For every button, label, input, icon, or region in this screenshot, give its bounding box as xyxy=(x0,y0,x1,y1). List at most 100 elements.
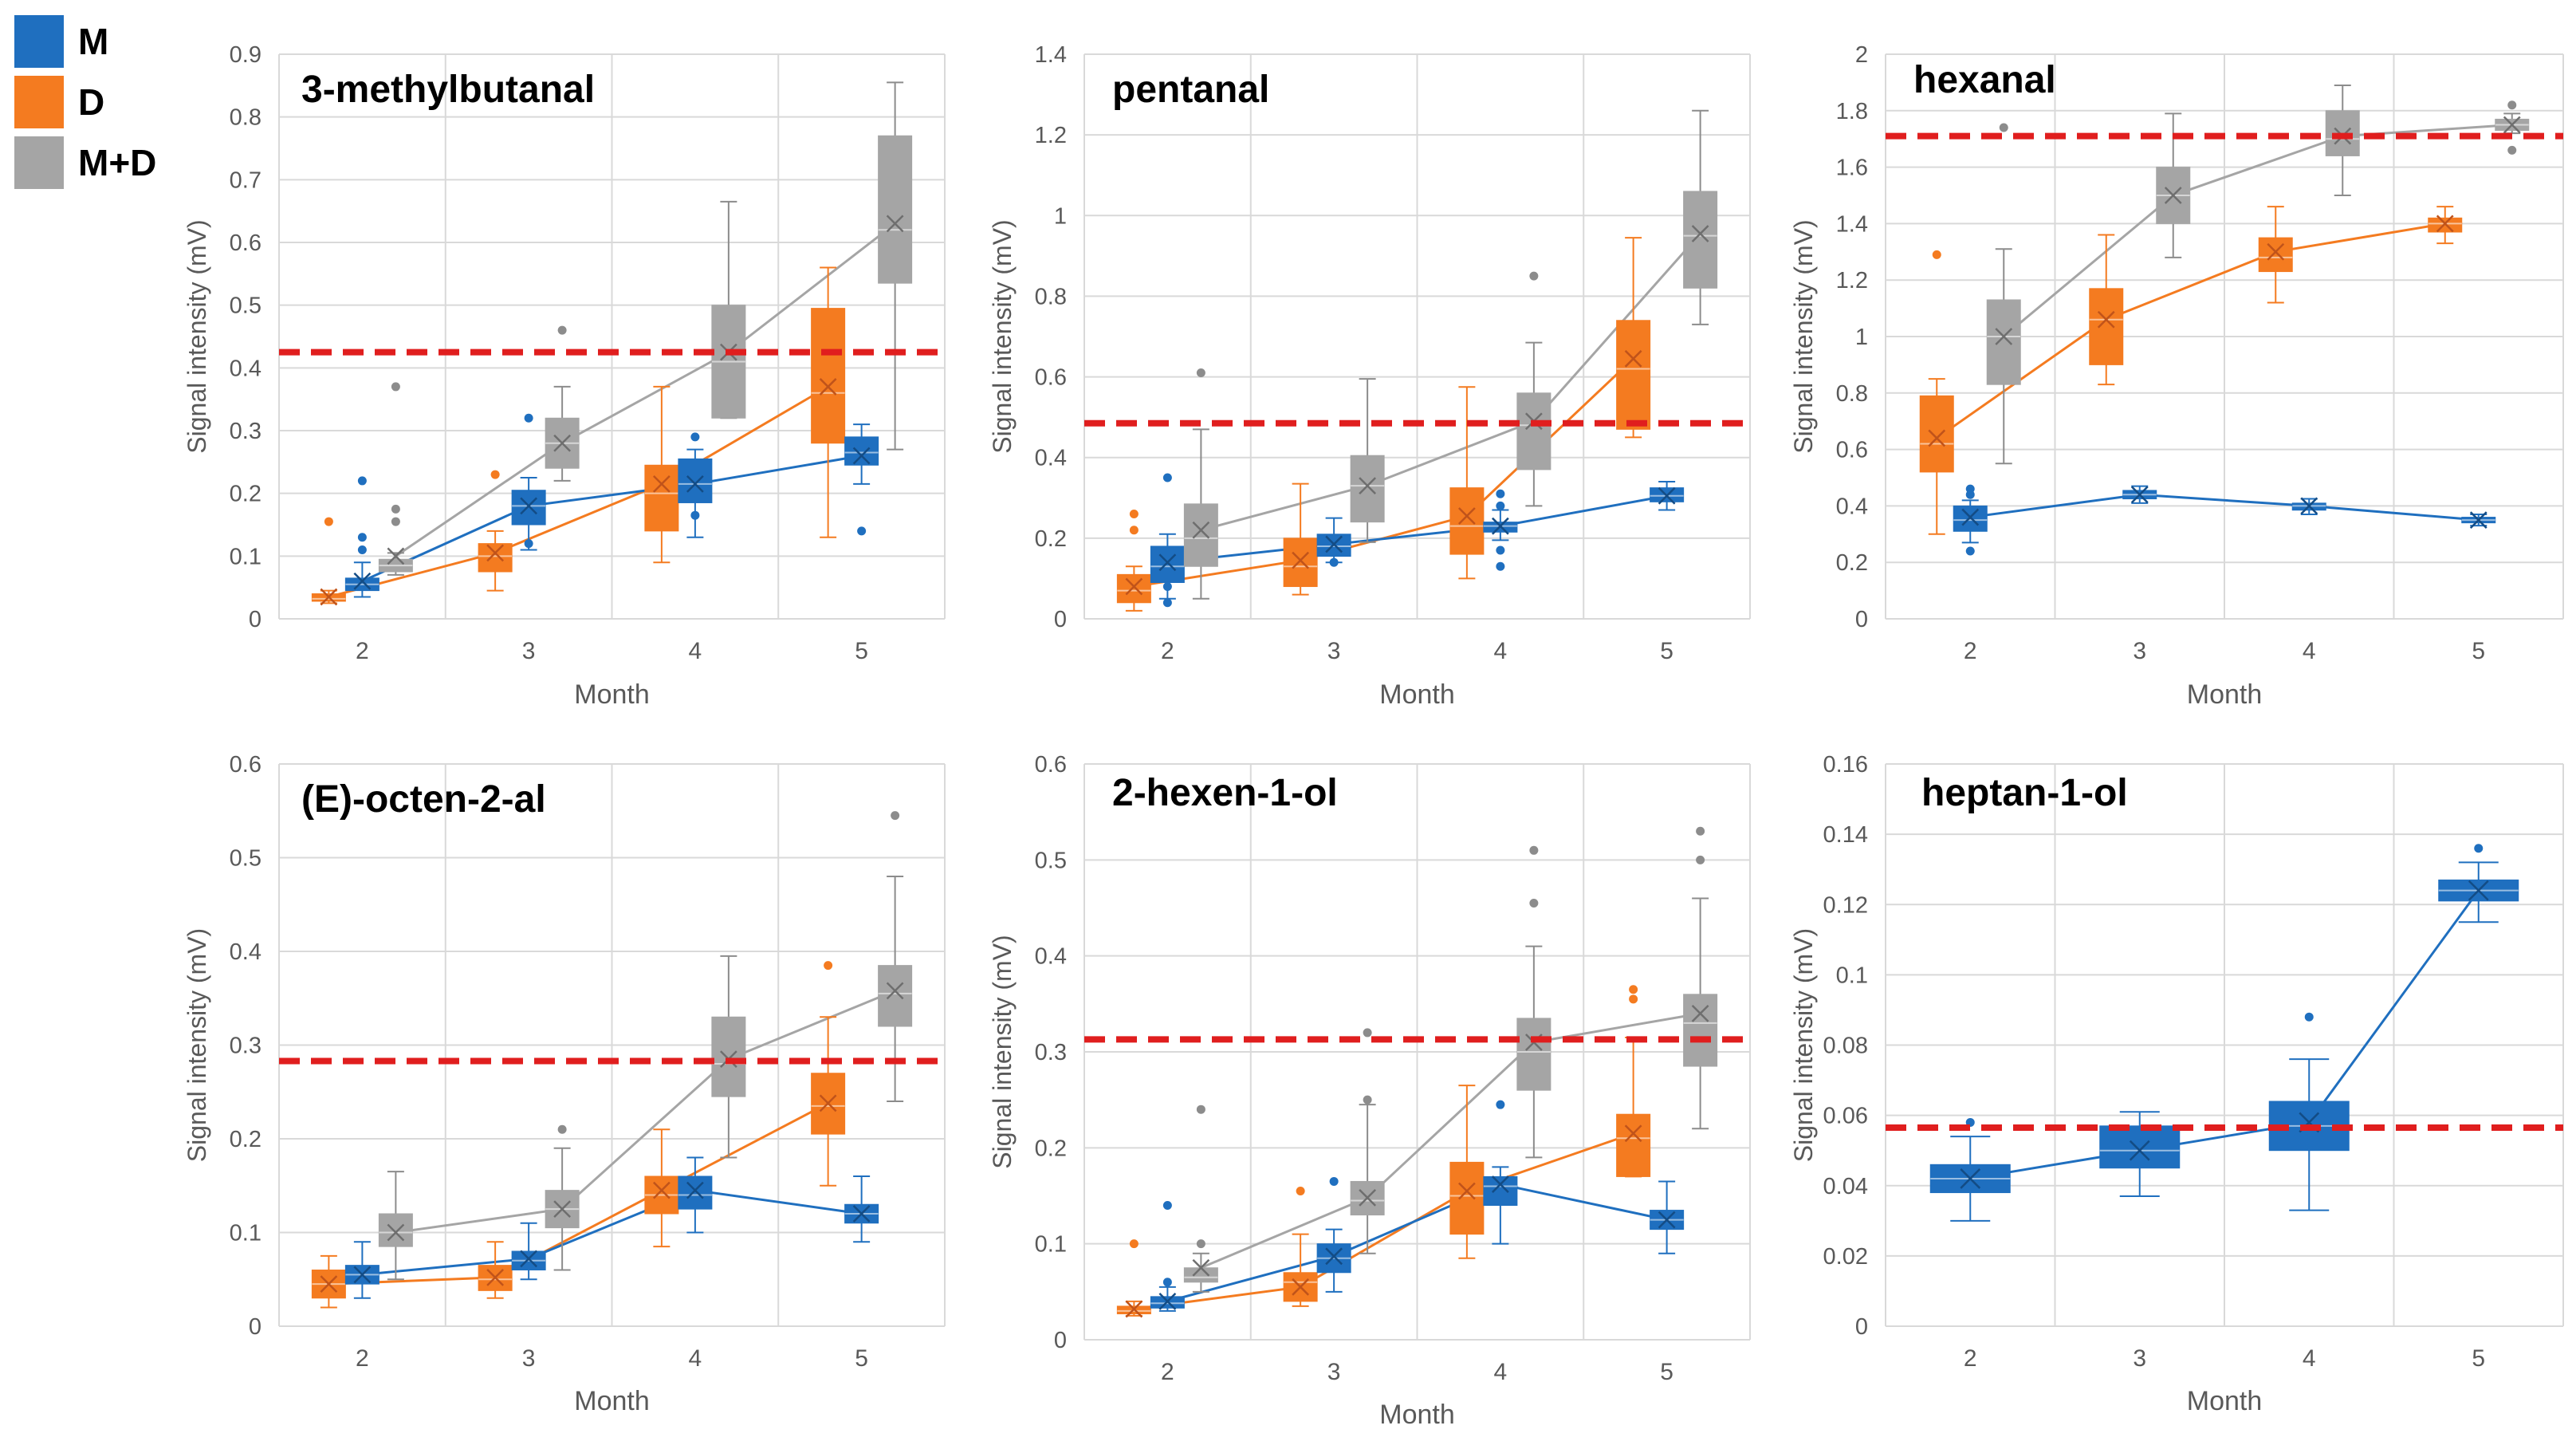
mean-marker-d xyxy=(1624,349,1642,368)
y-tick-label: 0.8 xyxy=(230,105,262,131)
mean-marker-d xyxy=(320,1275,338,1294)
y-tick-label: 0 xyxy=(1054,1328,1067,1353)
legend-swatch-m xyxy=(14,15,64,68)
y-tick-label: 0.14 xyxy=(1823,822,1868,848)
outlier-md xyxy=(1196,1105,1205,1114)
y-tick-label: 0.3 xyxy=(1035,1040,1067,1065)
chart-panel-2: 0 0.2 0.4 0.6 0.8 1 1.2 1.4 1.6 1.8 2 2 3 4 5 Month Sign… xyxy=(1789,42,2564,710)
mean-marker-m xyxy=(2469,511,2488,529)
mean-marker-d xyxy=(819,1094,837,1112)
chart-title: 2-hexen-1-ol xyxy=(1112,772,1338,814)
mean-marker-m xyxy=(2129,1140,2150,1161)
outlier-m xyxy=(1496,1100,1505,1109)
y-tick-label: 0.8 xyxy=(1035,284,1067,309)
x-tick-label: 2 xyxy=(1161,638,1174,664)
x-axis-label: Month xyxy=(574,1386,650,1416)
box-d xyxy=(2089,288,2124,365)
y-tick-label: 0.2 xyxy=(230,1127,262,1152)
outlier-m xyxy=(690,432,700,442)
mean-line-md xyxy=(1200,1012,1701,1270)
box-md xyxy=(1516,392,1551,471)
y-tick-label: 2 xyxy=(1855,42,1868,68)
y-tick-label: 0.2 xyxy=(230,482,262,507)
mean-marker-m xyxy=(1325,1247,1343,1266)
y-tick-label: 0 xyxy=(249,1314,262,1340)
x-axis-label: Month xyxy=(2187,679,2263,710)
mean-marker-d xyxy=(486,1269,505,1286)
box-md xyxy=(1183,1267,1218,1283)
chart-title: 3-methylbutanal xyxy=(301,69,595,111)
outlier-d xyxy=(324,517,333,526)
mean-marker-md xyxy=(886,982,904,1000)
y-tick-label: 1.2 xyxy=(1836,268,1868,293)
outlier-d xyxy=(1629,985,1638,994)
y-tick-label: 0 xyxy=(249,607,262,632)
y-tick-label: 0.6 xyxy=(230,230,262,256)
outlier-m xyxy=(1496,561,1505,571)
y-tick-label: 1 xyxy=(1054,203,1067,229)
outlier-m xyxy=(1162,473,1172,482)
x-tick-label: 2 xyxy=(1964,1345,1977,1372)
mean-marker-m xyxy=(852,1205,871,1223)
chart-title: pentanal xyxy=(1112,69,1269,111)
outlier-md xyxy=(391,382,400,392)
y-tick-label: 0.2 xyxy=(1035,526,1067,552)
y-tick-label: 0.1 xyxy=(1836,963,1868,988)
mean-marker-m xyxy=(353,1266,372,1284)
box-md xyxy=(1986,299,2021,385)
x-tick-label: 2 xyxy=(356,638,369,664)
y-tick-label: 0.4 xyxy=(1836,494,1868,519)
mean-marker-md xyxy=(2503,116,2521,134)
x-tick-label: 4 xyxy=(2303,638,2316,664)
x-tick-label: 3 xyxy=(522,1345,536,1372)
mean-marker-m xyxy=(1325,535,1343,553)
legend-swatch-md xyxy=(14,136,64,189)
mean-marker-m xyxy=(520,497,538,515)
mean-line-m xyxy=(1166,1183,1667,1303)
box-d xyxy=(2428,217,2463,233)
mean-marker-d xyxy=(1457,507,1476,525)
mean-marker-d xyxy=(1624,1124,1642,1143)
y-tick-label: 0.8 xyxy=(1836,381,1868,407)
y-tick-label: 0 xyxy=(1855,607,1868,632)
box-d xyxy=(1449,1161,1485,1235)
box-md xyxy=(1516,1018,1551,1091)
legend-item-d: D xyxy=(14,72,156,132)
outlier-md xyxy=(1696,826,1705,836)
mean-marker-md xyxy=(553,434,572,452)
mean-marker-md xyxy=(1691,1004,1709,1022)
mean-marker-d xyxy=(1292,1278,1310,1296)
box-d xyxy=(1616,320,1651,430)
x-tick-label: 4 xyxy=(689,1345,702,1372)
mean-marker-m xyxy=(1158,1292,1177,1310)
mean-marker-m xyxy=(1960,1168,1981,1189)
mean-marker-m xyxy=(2468,880,2489,901)
x-tick-label: 5 xyxy=(2472,1345,2485,1372)
outlier-m xyxy=(1496,489,1505,498)
outlier-md xyxy=(1363,1095,1372,1105)
x-tick-label: 2 xyxy=(356,1345,369,1372)
x-axis-label: Month xyxy=(2187,1386,2263,1416)
mean-line-md xyxy=(395,989,896,1234)
mean-marker-d xyxy=(320,588,338,606)
y-tick-label: 0.9 xyxy=(230,42,262,68)
outlier-d xyxy=(1129,526,1139,535)
box-m xyxy=(1316,534,1351,557)
y-tick-label: 1.2 xyxy=(1035,123,1067,148)
mean-marker-m xyxy=(353,572,372,590)
mean-marker-d xyxy=(2267,242,2285,261)
x-tick-label: 5 xyxy=(855,1345,868,1372)
outlier-m xyxy=(1162,1278,1172,1287)
legend-item-m: M xyxy=(14,11,156,72)
outlier-m xyxy=(1965,546,1975,556)
x-tick-label: 3 xyxy=(1327,638,1341,664)
mean-marker-d xyxy=(819,378,837,396)
chart-panel-3: 0 0.1 0.2 0.3 0.4 0.5 0.6 2 3 4 5 Month Signal inten… xyxy=(183,752,946,1416)
box-m xyxy=(844,436,879,466)
mean-marker-m xyxy=(686,474,704,493)
x-axis-label: Month xyxy=(1379,679,1455,710)
outlier-m xyxy=(1496,545,1505,555)
mean-marker-md xyxy=(553,1200,572,1219)
outlier-m xyxy=(357,545,367,554)
mean-marker-d xyxy=(652,1181,671,1199)
